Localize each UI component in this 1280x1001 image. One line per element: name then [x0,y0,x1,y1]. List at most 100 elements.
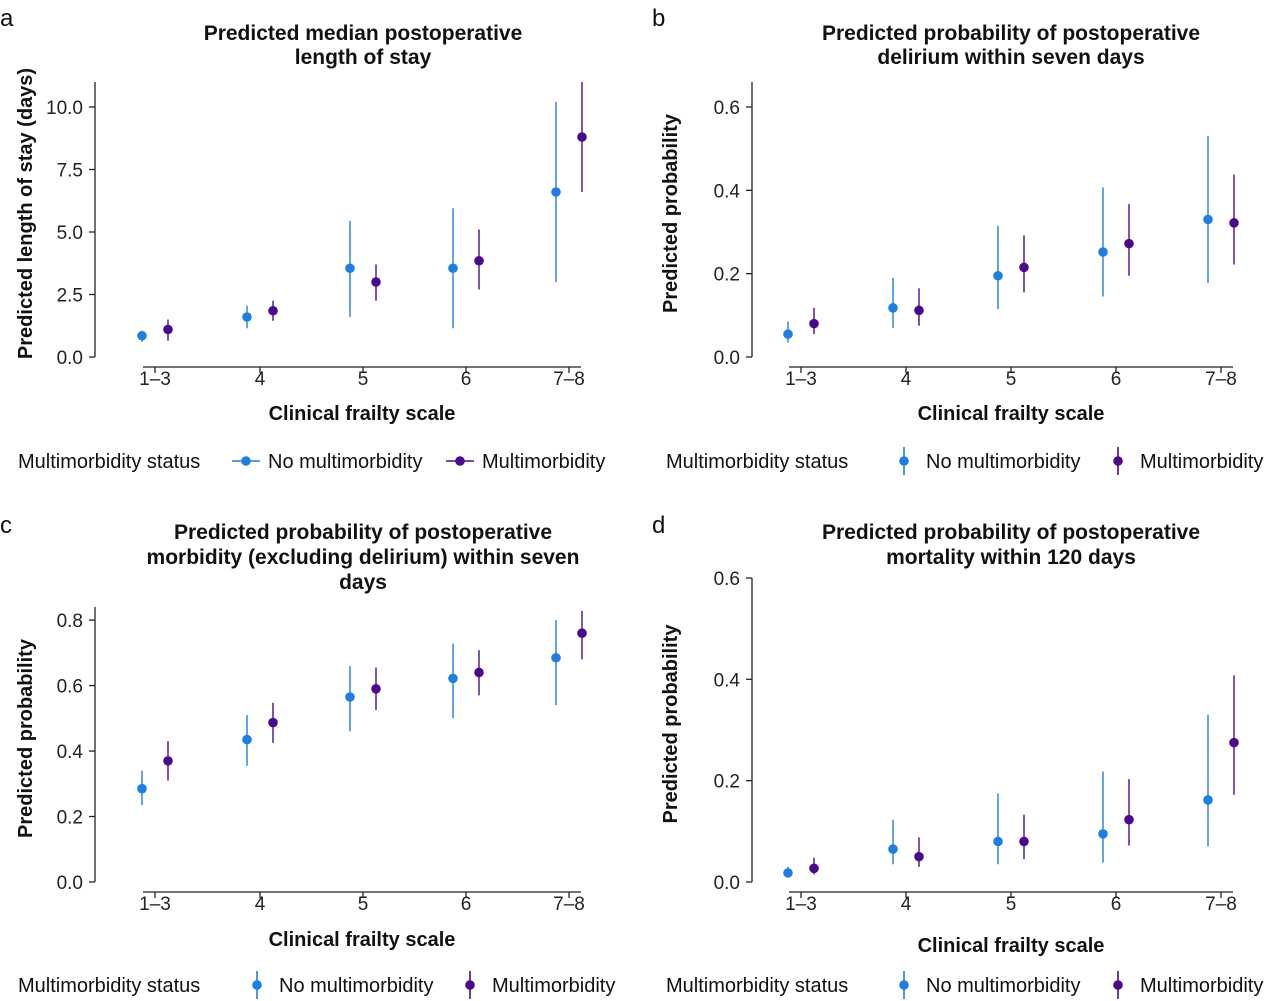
point-no-multimorbidity [137,330,147,341]
y-axis-label: Predicted probability [660,113,682,313]
point-no-multimorbidity [993,270,1003,281]
x-tick-label: 1–3 [785,369,817,390]
chart-title-line: days [339,571,387,594]
x-tick-label: 7–8 [1205,894,1237,915]
panel-letter: b [652,5,665,32]
point-no-multimorbidity [1203,214,1213,225]
chart-title-line: length of stay [295,46,432,69]
legend-key-point [899,456,909,466]
y-tick-label: 0.0 [714,348,740,369]
x-tick-label: 5 [1006,369,1017,390]
point-no-multimorbidity [551,187,561,197]
legend-label: Multimorbidity [482,451,605,473]
point-multimorbidity [1229,737,1239,748]
x-axis-label: Clinical frailty scale [269,403,456,425]
point-multimorbidity [1229,218,1239,228]
point-multimorbidity [809,318,819,329]
y-tick-label: 0.2 [57,808,83,829]
x-tick-label: 7–8 [553,369,585,390]
x-tick-label: 1–3 [785,894,817,915]
point-multimorbidity [474,667,484,678]
point-no-multimorbidity [1098,247,1108,257]
x-tick-label: 4 [901,894,912,915]
point-multimorbidity [268,717,278,728]
x-tick-label: 6 [1111,894,1122,915]
x-tick-label: 5 [358,894,369,915]
y-tick-label: 10.0 [46,98,83,119]
legend-key-point [1113,980,1123,990]
point-multimorbidity [1124,814,1134,825]
point-no-multimorbidity [888,844,898,854]
legend-title: Multimorbidity status [666,975,848,997]
legend-label: No multimorbidity [268,451,422,473]
point-multimorbidity [1124,238,1134,249]
point-no-multimorbidity [345,692,355,702]
x-tick-label: 7–8 [1205,369,1237,390]
y-tick-label: 2.5 [57,286,83,307]
y-tick-label: 0.0 [57,873,83,894]
panel-letter: a [0,5,14,32]
chart-title-line: morbidity (excluding delirium) within se… [147,546,580,569]
panel-d: d Predicted probability of postoperativem… [652,512,1263,999]
y-tick-label: 0.2 [714,265,740,286]
legend-key-point [241,456,251,466]
legend-title: Multimorbidity status [666,451,848,473]
y-tick-label: 0.6 [714,569,740,590]
point-multimorbidity [371,277,381,287]
point-multimorbidity [577,628,587,638]
point-no-multimorbidity [448,673,458,684]
point-no-multimorbidity [551,652,561,663]
legend-title: Multimorbidity status [18,451,200,473]
point-no-multimorbidity [345,263,355,274]
x-tick-label: 7–8 [553,894,585,915]
point-multimorbidity [809,863,819,874]
legend-key-point [1113,456,1123,466]
point-no-multimorbidity [1098,829,1108,839]
x-tick-label: 6 [1111,369,1122,390]
point-no-multimorbidity [448,263,458,274]
x-tick-label: 1–3 [139,894,171,915]
y-tick-label: 0.4 [714,670,741,691]
panel-b: b Predicted probability of postoperatived… [652,5,1263,475]
y-tick-label: 0.4 [57,742,84,763]
x-tick-label: 6 [461,369,472,390]
panel-letter: c [0,512,12,539]
chart-title-line: Predicted median postoperative [204,22,523,45]
y-axis-label: Predicted length of stay (days) [15,68,37,359]
point-multimorbidity [163,756,173,766]
legend-label: Multimorbidity [492,975,615,997]
y-tick-label: 0.4 [714,181,741,202]
chart-title-line: Predicted probability of postoperative [822,521,1200,544]
chart-title-line: mortality within 120 days [886,546,1136,569]
x-tick-label: 4 [255,369,266,390]
point-no-multimorbidity [993,836,1003,847]
legend-key-point [252,980,262,990]
y-tick-label: 7.5 [57,161,83,182]
x-axis-label: Clinical frailty scale [269,929,456,951]
chart-title-line: Predicted probability of postoperative [822,22,1200,45]
chart-title-line: Predicted probability of postoperative [174,521,552,544]
legend-label: No multimorbidity [926,975,1080,997]
x-tick-label: 1–3 [139,369,171,390]
legend-label: Multimorbidity [1140,451,1263,473]
x-axis-label: Clinical frailty scale [918,403,1105,425]
panel-c: c Predicted probability of postoperativem… [0,512,615,999]
point-multimorbidity [474,255,484,266]
point-multimorbidity [163,324,173,335]
y-tick-label: 0.0 [714,873,740,894]
x-tick-label: 6 [461,894,472,915]
point-no-multimorbidity [1203,795,1213,805]
point-multimorbidity [1019,262,1029,273]
y-axis-label: Predicted probability [15,638,37,838]
legend-key-point [899,980,909,990]
point-multimorbidity [914,305,924,316]
point-no-multimorbidity [783,868,793,878]
x-tick-label: 5 [358,369,369,390]
legend-label: No multimorbidity [926,451,1080,473]
point-no-multimorbidity [242,312,252,322]
point-multimorbidity [371,684,381,694]
legend-key-point [465,980,475,990]
x-axis-label: Clinical frailty scale [918,935,1105,957]
